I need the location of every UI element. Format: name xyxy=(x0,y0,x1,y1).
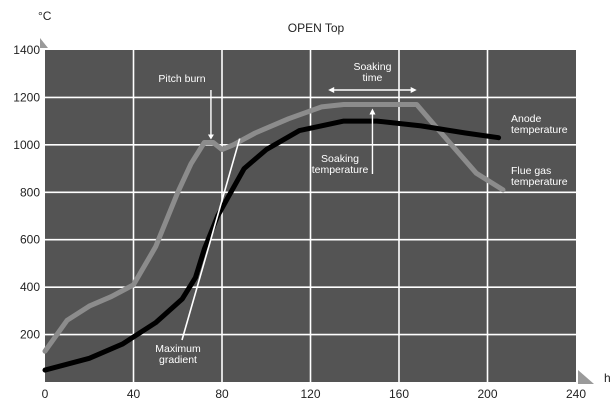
y-axis-unit: °C xyxy=(38,9,52,23)
pitch-burn-arrowhead xyxy=(207,134,214,140)
x-axis-unit: h xyxy=(604,371,611,385)
label-flue-gas-temperature: Flue gas temperature xyxy=(511,165,568,188)
soaking-time-arrowhead-right xyxy=(410,87,417,93)
y-tick-label: 1200 xyxy=(13,90,40,104)
x-tick-label: 160 xyxy=(389,387,409,400)
y-tick-labels: 200 400 600 800 1000 1200 1400 xyxy=(13,43,40,342)
x-tick-label: 200 xyxy=(477,387,497,400)
y-axis-arrow xyxy=(40,38,48,48)
series-line-flue-gas xyxy=(42,102,506,354)
x-axis-arrow xyxy=(578,370,594,384)
x-tick-label: 80 xyxy=(215,387,229,400)
x-tick-label: 240 xyxy=(566,387,586,400)
x-tick-labels: 0 40 80 120 160 200 240 xyxy=(42,387,587,400)
y-tick-label: 400 xyxy=(20,280,40,294)
annotation-max-gradient: Maximum gradient xyxy=(155,343,201,366)
series-line-anode xyxy=(42,118,502,373)
y-tick-label: 1000 xyxy=(13,138,40,152)
max-gradient-pointer xyxy=(181,138,241,341)
label-anode-temperature: Anode temperature xyxy=(511,113,568,136)
y-tick-label: 600 xyxy=(20,233,40,247)
y-tick-label: 200 xyxy=(20,328,40,342)
soaking-time-arrowhead-left xyxy=(328,87,335,93)
annotation-soaking-time: Soaking time xyxy=(353,61,391,84)
chart-title: OPEN Top xyxy=(288,21,345,35)
series-lines xyxy=(42,102,506,373)
grid xyxy=(45,50,576,382)
soaking-temperature-arrowhead xyxy=(369,108,376,115)
x-tick-label: 120 xyxy=(300,387,320,400)
annotations: Pitch burn Soaking time Soaking temperature M… xyxy=(155,61,568,366)
x-tick-label: 40 xyxy=(127,387,141,400)
x-tick-label: 0 xyxy=(42,387,49,400)
annotation-pitch-burn: Pitch burn xyxy=(158,73,205,85)
y-tick-label: 800 xyxy=(20,185,40,199)
y-tick-label: 1400 xyxy=(13,43,40,57)
annotation-soaking-temperature: Soaking temperature xyxy=(312,153,369,176)
